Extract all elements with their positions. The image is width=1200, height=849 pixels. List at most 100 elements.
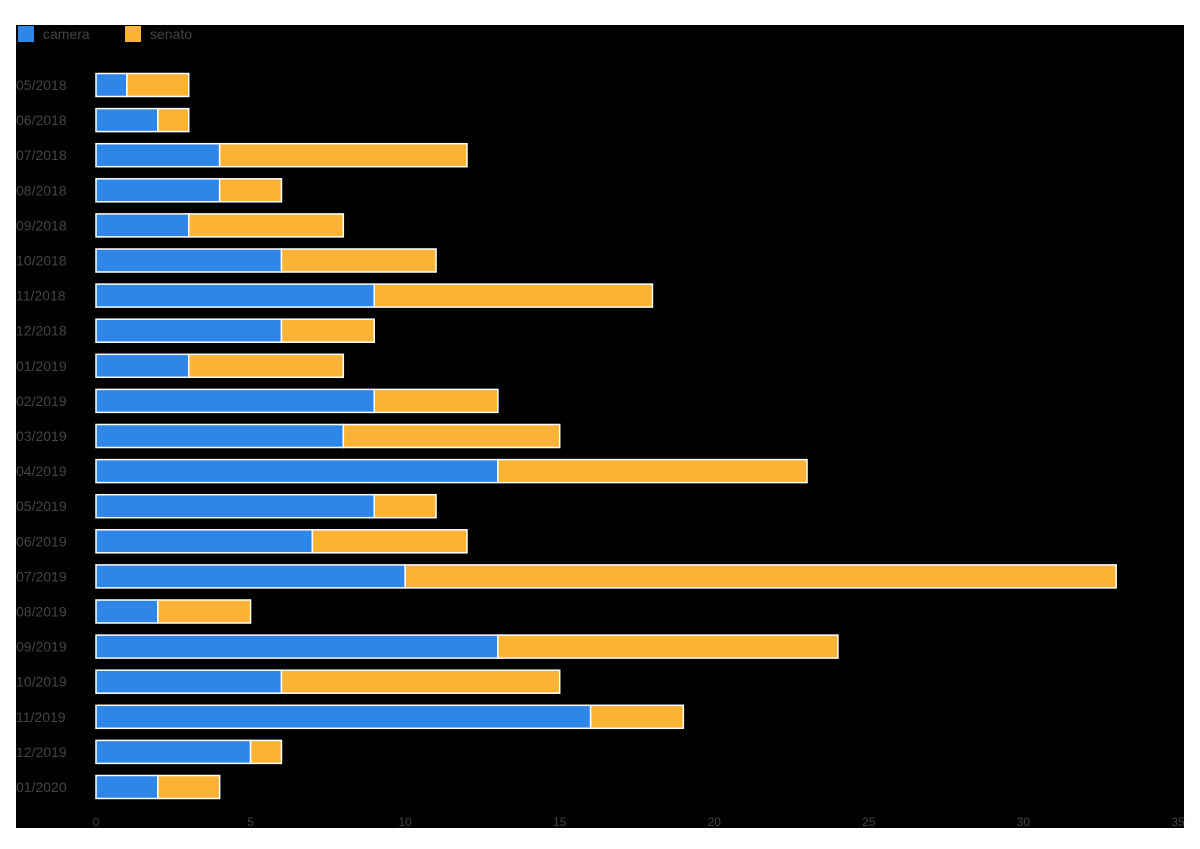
bar-senato-08/2019	[157, 599, 252, 624]
y-tick-label: 01/2019	[16, 358, 67, 374]
y-tick-label: 08/2018	[16, 182, 67, 198]
bar-row-05/2018	[95, 72, 190, 98]
legend: camera senato	[18, 26, 192, 42]
bar-camera-11/2019	[95, 704, 592, 730]
bar-senato-03/2019	[342, 423, 561, 449]
bar-row-09/2019	[95, 634, 839, 659]
bar-camera-09/2018	[95, 213, 190, 238]
bar-row-10/2019	[95, 669, 561, 694]
bar-row-09/2018	[95, 213, 345, 238]
x-tick-label: 30	[1017, 815, 1031, 829]
y-tick-label: 10/2018	[16, 253, 67, 269]
y-tick-label: 12/2019	[16, 744, 67, 760]
bar-senato-09/2018	[187, 213, 345, 238]
bar-senato-06/2018	[157, 107, 190, 133]
bar-senato-02/2019	[373, 388, 499, 414]
bar-row-06/2019	[95, 529, 468, 554]
y-tick-label: 07/2018	[16, 147, 67, 163]
bar-row-11/2018	[95, 283, 654, 308]
y-tick-label: 02/2019	[16, 393, 67, 409]
bar-senato-04/2019	[497, 458, 808, 484]
bar-senato-08/2018	[218, 178, 283, 203]
bar-senato-07/2018	[218, 142, 468, 168]
bar-camera-05/2018	[95, 72, 128, 98]
bar-senato-09/2019	[497, 634, 839, 659]
y-tick-label: 08/2019	[16, 604, 67, 620]
x-axis-labels: 0 5 10 15 20 25 30 35	[93, 815, 1185, 829]
bar-camera-05/2019	[95, 493, 375, 519]
bar-row-10/2018	[95, 248, 437, 273]
bar-camera-09/2019	[95, 634, 499, 659]
y-tick-label: 07/2019	[16, 568, 67, 584]
bar-senato-01/2020	[157, 774, 221, 800]
x-tick-label: 10	[398, 815, 412, 829]
bar-senato-07/2019	[404, 564, 1117, 589]
bar-camera-10/2019	[95, 669, 283, 694]
y-tick-label: 01/2020	[16, 779, 67, 795]
bar-senato-10/2018	[280, 248, 437, 273]
legend-label-senato: senato	[150, 26, 192, 42]
y-tick-label: 10/2019	[16, 674, 67, 690]
bar-camera-12/2019	[95, 739, 252, 765]
x-tick-label: 15	[553, 815, 567, 829]
y-tick-label: 04/2019	[16, 463, 67, 479]
y-tick-label: 09/2018	[16, 217, 67, 233]
x-tick-label: 20	[708, 815, 722, 829]
y-tick-label: 05/2019	[16, 498, 67, 514]
bar-row-03/2019	[95, 423, 561, 449]
x-tick-label: 25	[862, 815, 876, 829]
bar-row-02/2019	[95, 388, 499, 414]
bar-senato-11/2019	[589, 704, 685, 730]
bar-row-07/2018	[95, 142, 468, 168]
bar-senato-01/2019	[187, 353, 345, 379]
bar-camera-03/2019	[95, 423, 345, 449]
bar-row-07/2019	[95, 564, 1117, 589]
y-tick-label: 11/2019	[16, 709, 66, 725]
bar-senato-05/2019	[373, 493, 437, 519]
y-tick-label: 05/2018	[16, 77, 67, 93]
bar-senato-11/2018	[373, 283, 654, 308]
bar-row-08/2019	[95, 599, 252, 624]
legend-swatch-senato	[125, 26, 141, 42]
bar-senato-10/2019	[280, 669, 561, 694]
bar-row-12/2019	[95, 739, 283, 765]
x-tick-label: 5	[247, 815, 254, 829]
legend-label-camera: camera	[43, 26, 90, 42]
bar-senato-12/2018	[280, 318, 375, 343]
bar-senato-12/2019	[249, 739, 283, 765]
bar-camera-08/2018	[95, 178, 221, 203]
bar-row-04/2019	[95, 458, 808, 484]
bar-row-05/2019	[95, 493, 437, 519]
x-tick-label: 0	[93, 815, 100, 829]
bar-camera-06/2018	[95, 107, 159, 133]
bar-row-12/2018	[95, 318, 375, 343]
bar-row-06/2018	[95, 107, 190, 133]
bar-row-01/2019	[95, 353, 345, 379]
bar-camera-11/2018	[95, 283, 375, 308]
bars	[95, 72, 1117, 800]
bar-camera-04/2019	[95, 458, 499, 484]
y-tick-label: 12/2018	[16, 323, 67, 339]
y-axis-labels: 05/2018 06/2018 07/2018 08/2018 09/2018 10/20…	[16, 77, 67, 795]
bar-row-08/2018	[95, 178, 283, 203]
y-tick-label: 11/2018	[16, 288, 66, 304]
bar-camera-01/2020	[95, 774, 159, 800]
legend-swatch-camera	[18, 26, 34, 42]
y-tick-label: 03/2019	[16, 428, 67, 444]
bar-camera-07/2019	[95, 564, 406, 589]
x-tick-label: 35	[1171, 815, 1185, 829]
bar-camera-10/2018	[95, 248, 283, 273]
y-tick-label: 06/2018	[16, 112, 67, 128]
bar-camera-08/2019	[95, 599, 159, 624]
bar-camera-06/2019	[95, 529, 314, 554]
bar-camera-07/2018	[95, 142, 221, 168]
y-tick-label: 09/2019	[16, 639, 67, 655]
bar-camera-01/2019	[95, 353, 190, 379]
bar-row-11/2019	[95, 704, 685, 730]
bar-senato-06/2019	[311, 529, 468, 554]
bar-senato-05/2018	[126, 72, 190, 98]
bar-camera-12/2018	[95, 318, 283, 343]
bar-row-01/2020	[95, 774, 221, 800]
